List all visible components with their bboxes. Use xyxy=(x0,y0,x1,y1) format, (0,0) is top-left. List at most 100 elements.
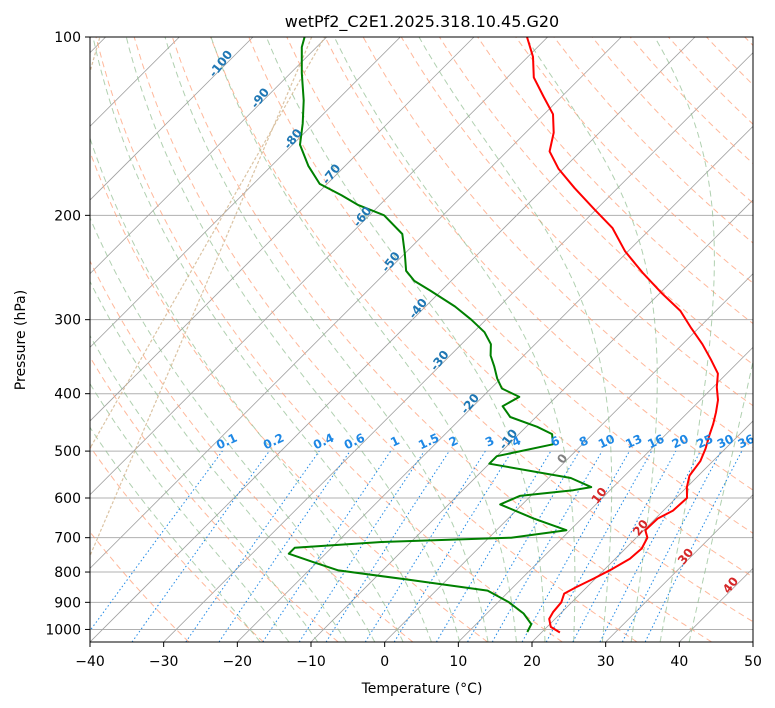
mixing-ratio-line xyxy=(521,450,630,642)
mixing-ratio-label: 25 xyxy=(694,432,715,452)
moist-adiabat-line xyxy=(90,334,319,642)
isotherm-line xyxy=(752,641,753,642)
dry-adiabat-line xyxy=(324,37,753,491)
y-tick-label: 1000 xyxy=(45,622,81,638)
mixing-ratio-label: 0.6 xyxy=(342,431,367,453)
dry-adiabat-line xyxy=(286,37,753,534)
mixing-ratio-line xyxy=(545,450,653,642)
dry-adiabat-label: -50 xyxy=(379,249,403,275)
dry-adiabat-line xyxy=(706,37,753,86)
mixing-ratio-line xyxy=(393,450,513,642)
reference-curve xyxy=(90,37,326,450)
reference-curve xyxy=(90,37,313,558)
x-tick-label: 40 xyxy=(670,654,688,670)
moist-adiabat-line xyxy=(164,37,489,642)
y-tick-label: 500 xyxy=(54,444,81,460)
moist-adiabat-line xyxy=(525,37,658,642)
mixing-ratio-line xyxy=(90,450,223,632)
y-tick-label: 200 xyxy=(54,208,81,224)
isotherm-line xyxy=(90,37,548,496)
y-axis-label: Pressure (hPa) xyxy=(13,290,29,390)
moist-adiabat-line xyxy=(90,280,347,642)
y-tick-label: 300 xyxy=(54,313,81,329)
y-tick-label: 800 xyxy=(54,565,81,581)
dry-adiabat-line xyxy=(248,37,753,578)
moist-adiabat-line xyxy=(688,358,753,642)
mixing-ratio-line xyxy=(185,450,320,642)
mixing-ratio-line xyxy=(644,450,743,642)
x-tick-label: 10 xyxy=(449,654,467,670)
mixing-ratio-label: 0.1 xyxy=(214,431,239,453)
moist-adiabat-line xyxy=(90,216,376,642)
isotherm-line xyxy=(90,37,327,275)
moist-adiabat-label: 40 xyxy=(720,574,741,596)
mixing-ratio-line xyxy=(435,450,552,642)
mixing-ratio-label: 6 xyxy=(548,433,561,449)
isotherm-line xyxy=(90,37,475,422)
moist-adiabat-label: 30 xyxy=(675,545,696,567)
dry-adiabat-line xyxy=(133,37,638,642)
dry-adiabat-label: -20 xyxy=(458,391,482,417)
y-tick-label: 100 xyxy=(54,30,81,46)
moist-adiabat-label: 0 xyxy=(554,451,570,466)
x-tick-label: −40 xyxy=(75,654,105,670)
dry-adiabat-label: -70 xyxy=(319,161,343,187)
dry-adiabat-line xyxy=(553,37,753,244)
x-tick-label: 0 xyxy=(380,654,389,670)
x-tick-label: 50 xyxy=(744,654,762,670)
moist-adiabat-line xyxy=(333,37,576,642)
dry-adiabat-label: -60 xyxy=(350,204,374,230)
isotherm-line xyxy=(163,52,753,642)
mixing-ratio-line xyxy=(262,450,392,642)
mixing-ratio-line xyxy=(298,450,425,642)
x-tick-label: −20 xyxy=(223,654,253,670)
x-tick-label: 20 xyxy=(523,654,541,670)
mixing-ratio-label: 1 xyxy=(388,433,401,449)
isotherm-line xyxy=(90,37,254,201)
dry-adiabat-label: -30 xyxy=(427,348,451,374)
dry-adiabat-line xyxy=(171,37,712,642)
y-tick-label: 400 xyxy=(54,387,81,403)
dry-adiabat-label: -100 xyxy=(206,48,236,80)
isotherm-line xyxy=(531,420,753,642)
mixing-ratio-label: 3 xyxy=(483,433,496,449)
dry-adiabat-line xyxy=(515,37,753,284)
plot-frame xyxy=(89,36,754,643)
y-tick-label: 600 xyxy=(54,491,81,507)
moist-adiabat-line xyxy=(210,37,517,642)
mixing-ratio-line xyxy=(325,450,450,642)
moist-adiabat-line xyxy=(90,136,404,642)
dry-adiabat-line xyxy=(90,356,339,642)
x-axis-label: Temperature (°C) xyxy=(361,681,483,697)
mixing-ratio-label: 10 xyxy=(596,432,617,452)
mixing-ratio-line xyxy=(572,450,677,642)
dry-adiabat-label: -90 xyxy=(248,85,272,111)
mixing-ratio-line xyxy=(131,450,270,642)
isotherm-line xyxy=(605,494,753,642)
y-tick-label: 700 xyxy=(54,531,81,547)
isotherm-line xyxy=(679,567,753,642)
tick-layer: −40 −30 −20 −10 0 10 20 30 40 5010020030040050060… xyxy=(45,30,762,670)
curve-layer xyxy=(287,37,719,634)
isotherm-line xyxy=(90,37,696,642)
dry-adiabat-line xyxy=(744,37,753,47)
isotherm-line xyxy=(90,37,401,348)
dewpoint-line xyxy=(287,37,593,633)
dry-adiabat-line xyxy=(477,37,753,325)
isotherm-line xyxy=(237,125,753,642)
dry-adiabat-line xyxy=(90,445,264,642)
x-tick-label: 30 xyxy=(597,654,615,670)
isotherm-line xyxy=(90,37,622,569)
isotherm-line xyxy=(384,273,753,642)
y-tick-label: 900 xyxy=(54,595,81,611)
mixing-ratio-label: 16 xyxy=(645,432,666,452)
dry-adiabat-line xyxy=(210,37,753,623)
moist-adiabat-line xyxy=(125,37,461,642)
label-layer: 0.1 0.2 0.4 0.6 1 1.5 2 3 4 6 8 10 13 16 20 25 30 36-100-… xyxy=(206,48,757,597)
moist-adiabat-line xyxy=(90,382,290,642)
x-tick-label: −30 xyxy=(149,654,179,670)
x-tick-label: −10 xyxy=(296,654,326,670)
dry-adiabat-line xyxy=(90,259,414,642)
mixing-ratio-label: 36 xyxy=(736,432,757,452)
